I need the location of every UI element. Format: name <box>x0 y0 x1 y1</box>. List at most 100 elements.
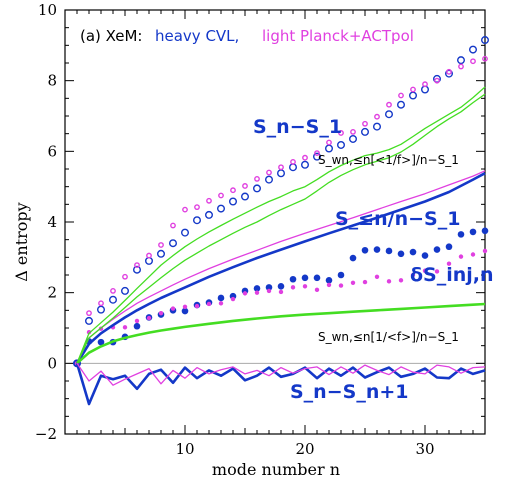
series-0-point <box>349 134 358 143</box>
series-1-point <box>458 63 464 70</box>
series-1-point <box>398 92 404 99</box>
series-1-point <box>182 206 188 213</box>
series-2-point <box>469 228 477 236</box>
series-0-point <box>265 175 274 184</box>
series-2-point <box>397 250 405 258</box>
series-2-point <box>445 243 453 251</box>
series-3-point <box>302 284 308 289</box>
series-1-point <box>146 252 152 259</box>
series-2-point <box>301 274 309 282</box>
series-0-point <box>252 184 261 193</box>
series-3-point <box>482 248 488 254</box>
series-0-point <box>481 36 490 45</box>
series-2-point <box>217 294 225 302</box>
series-0-point <box>325 144 334 153</box>
series-3-point <box>362 279 368 285</box>
y-tick-label: 6 <box>47 142 57 160</box>
series-3-point <box>410 272 416 278</box>
series-2-point <box>421 252 429 259</box>
y-tick-label: 10 <box>38 1 57 19</box>
series-3-point <box>86 330 92 335</box>
series-2-point <box>361 246 369 254</box>
series-3-point <box>146 315 152 321</box>
series-0-point <box>409 91 418 100</box>
series-0-point <box>216 204 225 213</box>
x-tick-label: 20 <box>295 440 314 458</box>
series-6-line <box>76 302 486 365</box>
annotation-harm-lower: S_wn,≤n[1/<f>]/n−S_1 <box>318 330 459 344</box>
series-10-line <box>76 362 486 386</box>
x-axis-label: mode number n <box>212 460 340 479</box>
series-0-point <box>156 249 165 258</box>
y-tick-label: 2 <box>47 284 57 302</box>
series-1-point <box>410 86 416 93</box>
series-2-point <box>385 247 393 255</box>
series-5-line <box>76 170 486 364</box>
series-3-point <box>218 301 224 306</box>
series-2-point <box>325 277 333 284</box>
series-3-point <box>386 279 392 284</box>
series-3-point <box>254 290 260 295</box>
series-2-point <box>97 338 105 346</box>
axes: 10 20 30 −2 0 2 4 6 8 10 <box>35 1 486 458</box>
series-1-point <box>290 159 296 165</box>
series-7-line <box>76 86 486 364</box>
annotation-harm-upper: S_wn,≤n[<1/f>]/n−S_1 <box>318 153 459 167</box>
annotation-sle: S_≤n/n−S_1 <box>335 208 460 230</box>
series-3-point <box>458 254 464 259</box>
series-3-point <box>122 325 128 330</box>
series-3-point <box>206 301 212 307</box>
series-3-point <box>266 288 272 294</box>
annotation-sn-sn1: S_n−S_n+1 <box>290 381 408 403</box>
series-0-point <box>120 286 129 295</box>
series-2-point <box>313 274 321 282</box>
series-1-point <box>422 81 428 88</box>
y-tick-label: 8 <box>47 72 57 90</box>
series-3-point <box>446 261 452 266</box>
series-1-point <box>434 77 440 84</box>
series-2-point <box>133 322 141 330</box>
series-1-point <box>266 169 272 176</box>
series-3-point <box>230 296 236 302</box>
series-8-line <box>76 93 486 364</box>
series-1-point <box>302 154 308 161</box>
series-3-point <box>350 280 356 285</box>
series-2-point <box>277 283 285 290</box>
series-2-point <box>181 307 189 315</box>
series-1-point <box>278 164 284 171</box>
series-0-point <box>397 100 406 109</box>
series-0-point <box>385 110 394 119</box>
series-0-point <box>277 169 286 178</box>
series-0-point <box>373 122 382 131</box>
series-1-point <box>386 101 392 108</box>
series-1-point <box>158 242 164 248</box>
series-9-line <box>75 362 486 406</box>
series-1-point <box>242 183 248 189</box>
series-3-point <box>338 283 344 288</box>
series-1-point <box>218 192 224 199</box>
series-0-point <box>469 45 478 54</box>
series-0-point <box>192 216 201 225</box>
series-0-point <box>132 265 141 274</box>
series-2-point <box>337 271 345 279</box>
x-tick-label: 10 <box>175 440 194 458</box>
series-0-point <box>240 192 249 201</box>
series-0-point <box>289 163 298 172</box>
series-3-point <box>374 274 380 279</box>
series-2-point <box>253 285 261 292</box>
series-3-point <box>398 278 404 283</box>
series-1-point <box>482 55 488 62</box>
series-3-point <box>194 303 200 309</box>
series-2-point <box>349 254 357 262</box>
series-2-point <box>481 227 489 235</box>
series-0-point <box>301 160 310 169</box>
series-0-point <box>457 56 466 65</box>
series-2-point <box>373 246 381 253</box>
series-0-point <box>180 228 189 237</box>
y-tick-label: 4 <box>47 213 57 231</box>
series-2-point <box>409 248 417 256</box>
series-1-point <box>170 222 176 229</box>
series-3-point <box>158 310 164 316</box>
series-0-point <box>144 256 153 265</box>
